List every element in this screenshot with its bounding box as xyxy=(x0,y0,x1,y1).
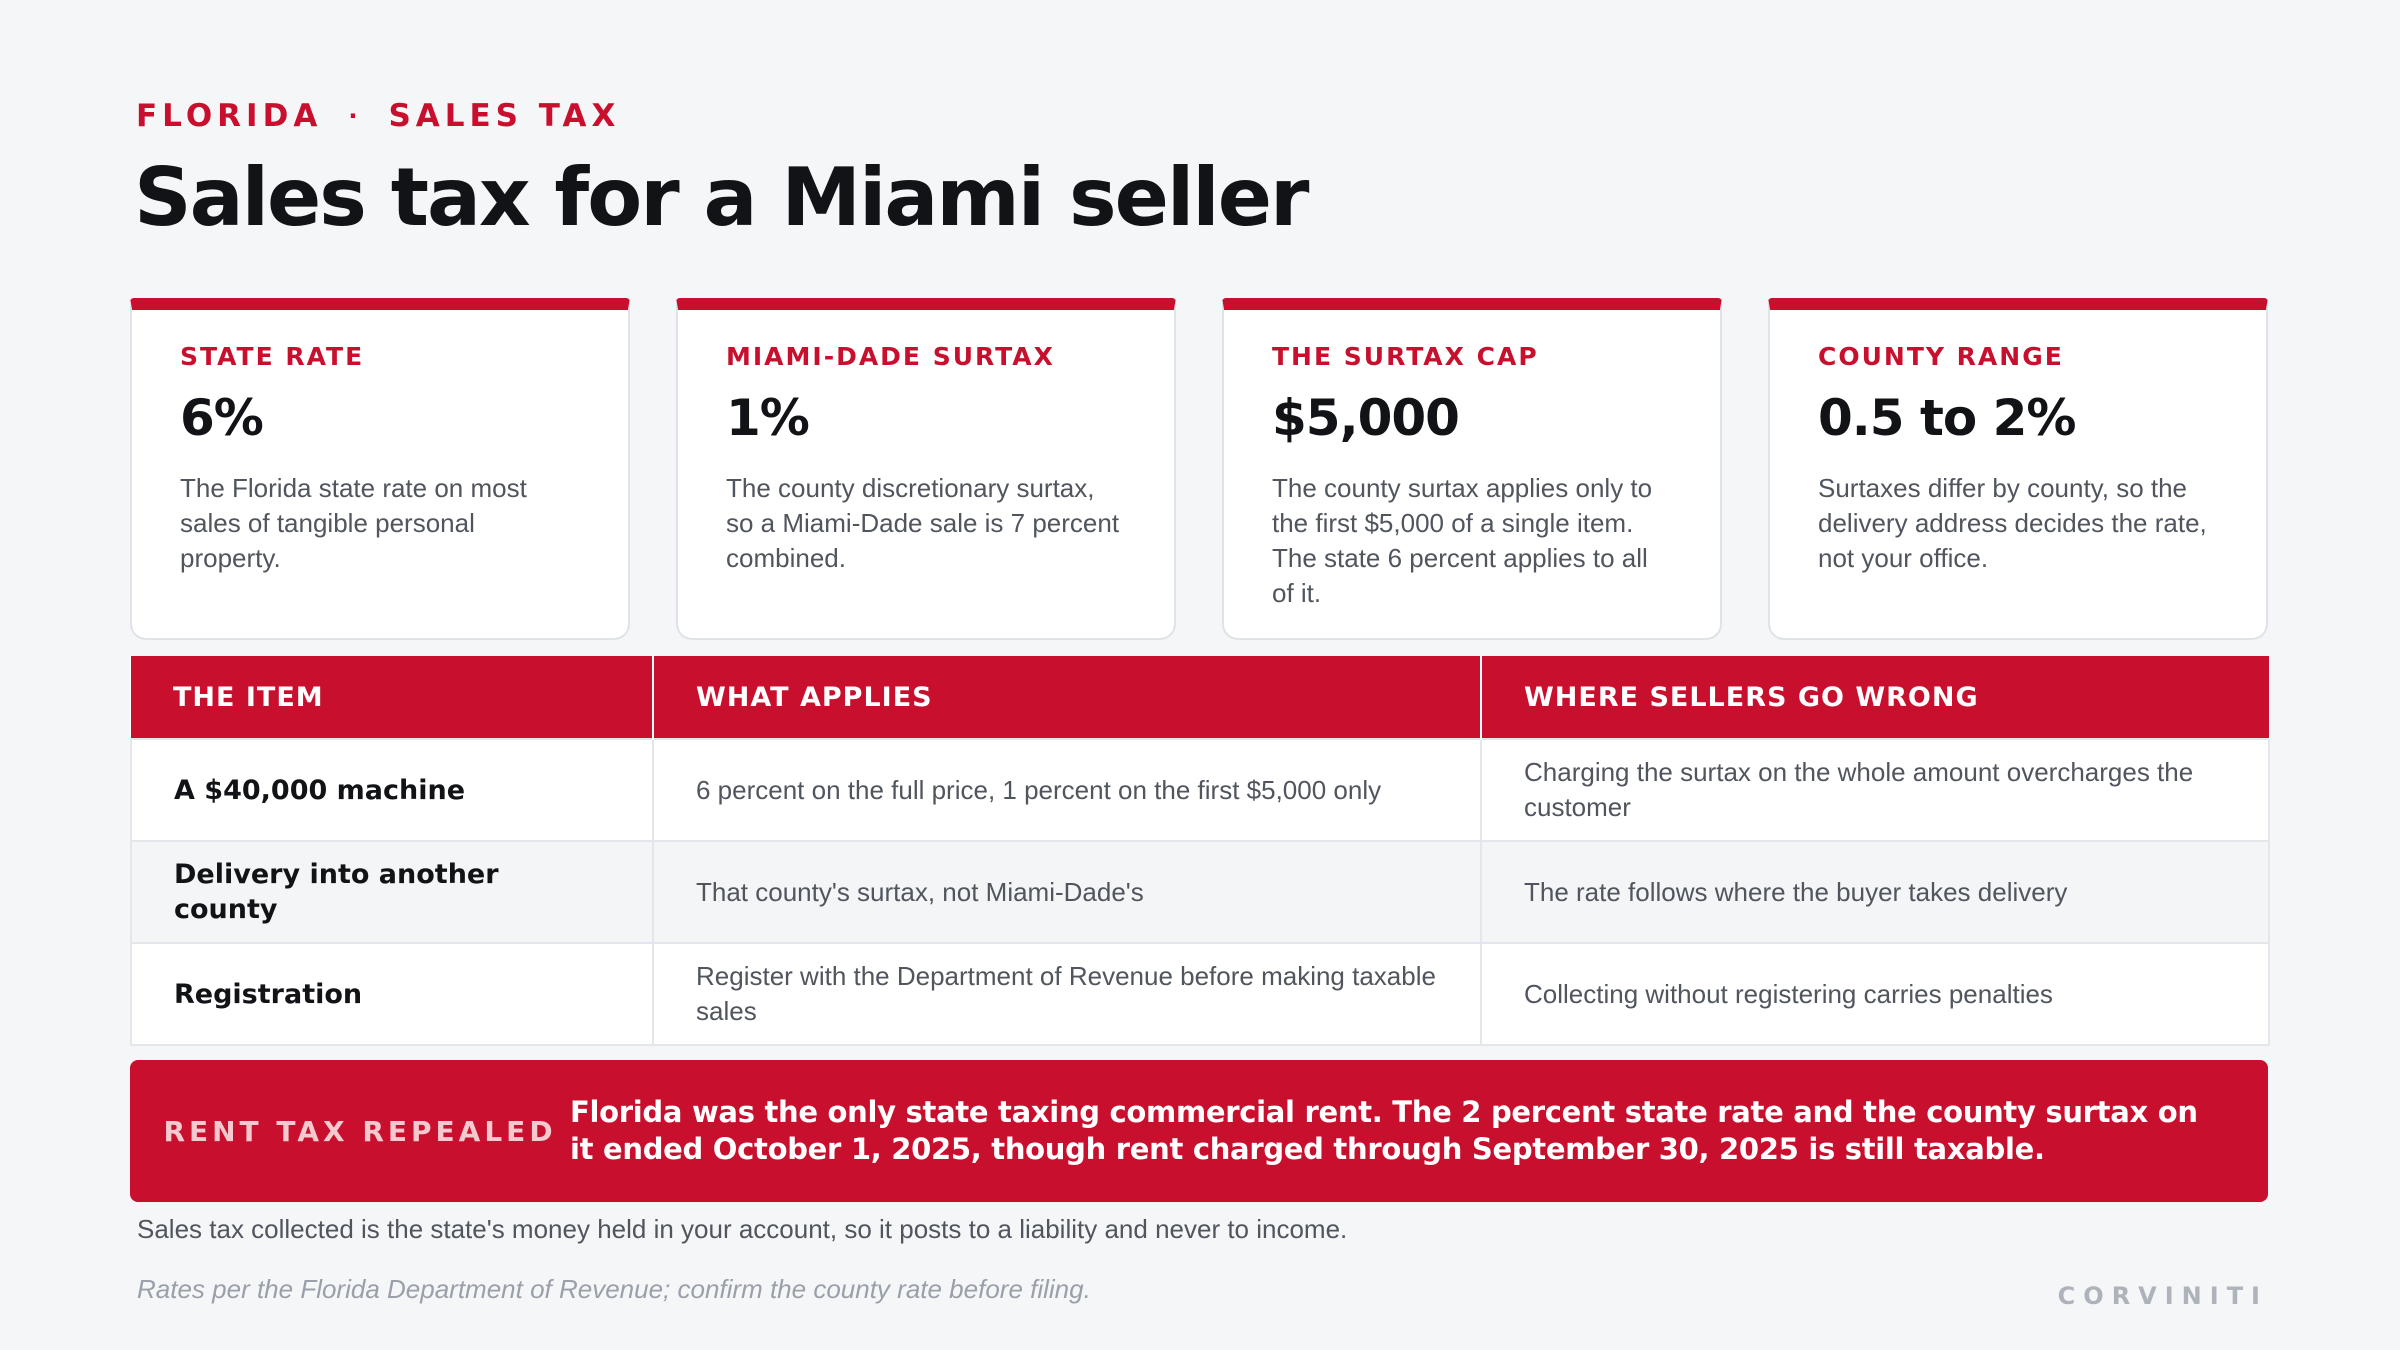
table-cell-where-wrong: The rate follows where the buyer takes d… xyxy=(1480,840,2270,944)
card-text: The county surtax applies only to the fi… xyxy=(1272,473,1653,608)
table-cell-where-wrong: Collecting without registering carries p… xyxy=(1480,942,2270,1046)
table-cell-what-applies: That county's surtax, not Miami-Dade's xyxy=(652,840,1482,944)
card-value: 0.5 to 2% xyxy=(1818,389,2077,447)
stat-card-surtax-cap: THE SURTAX CAP $5,000 The county surtax … xyxy=(1222,298,1722,640)
table-cell-item: A $40,000 machine xyxy=(130,738,654,842)
card-label: MIAMI-DADE SURTAX xyxy=(726,342,1055,371)
table-cell-what-applies: Register with the Department of Revenue … xyxy=(652,942,1482,1046)
eyebrow: FLORIDA · SALES TAX xyxy=(136,98,620,134)
stat-card-county-range: COUNTY RANGE 0.5 to 2% Surtaxes differ b… xyxy=(1768,298,2268,640)
eyebrow-state: FLORIDA xyxy=(136,98,323,134)
table-cell-item: Registration xyxy=(130,942,654,1046)
table-cell-where-wrong: Charging the surtax on the whole amount … xyxy=(1480,738,2270,842)
table-row: Registration Register with the Departmen… xyxy=(130,942,2270,1046)
tax-table: THE ITEM WHAT APPLIES WHERE SELLERS GO W… xyxy=(130,656,2270,1046)
card-value: 6% xyxy=(180,389,264,447)
column-header-what-applies: WHAT APPLIES xyxy=(653,656,1482,739)
table-row: Delivery into another county That county… xyxy=(130,840,2270,944)
eyebrow-separator: · xyxy=(348,102,363,130)
brand-wordmark: CORVINITI xyxy=(2057,1282,2268,1310)
liability-note: Sales tax collected is the state's money… xyxy=(137,1214,1348,1244)
card-label: THE SURTAX CAP xyxy=(1272,342,1539,371)
card-text: The county discretionary surtax, so a Mi… xyxy=(726,473,1120,573)
card-text: Surtaxes differ by county, so the delive… xyxy=(1818,473,2207,573)
table-cell-item: Delivery into another county xyxy=(130,840,654,944)
card-label: STATE RATE xyxy=(180,342,365,371)
banner-text: Florida was the only state taxing commer… xyxy=(570,1095,2198,1166)
stat-cards: STATE RATE 6% The Florida state rate on … xyxy=(130,298,2268,640)
source-footnote: Rates per the Florida Department of Reve… xyxy=(137,1274,1091,1304)
stat-card-miami-dade-surtax: MIAMI-DADE SURTAX 1% The county discreti… xyxy=(676,298,1176,640)
card-text: The Florida state rate on most sales of … xyxy=(180,473,527,573)
rent-tax-banner: RENT TAX REPEALED Florida was the only s… xyxy=(130,1060,2268,1202)
table-header-row: THE ITEM WHAT APPLIES WHERE SELLERS GO W… xyxy=(131,656,2269,739)
card-label: COUNTY RANGE xyxy=(1818,342,2064,371)
card-value: 1% xyxy=(726,389,810,447)
page-title: Sales tax for a Miami seller xyxy=(134,151,1309,244)
column-header-where-sellers-go-wrong: WHERE SELLERS GO WRONG xyxy=(1481,656,2269,739)
eyebrow-topic: SALES TAX xyxy=(388,98,621,134)
card-value: $5,000 xyxy=(1272,389,1460,447)
stat-card-state-rate: STATE RATE 6% The Florida state rate on … xyxy=(130,298,630,640)
column-header-item: THE ITEM xyxy=(131,656,654,739)
table-cell-what-applies: 6 percent on the full price, 1 percent o… xyxy=(652,738,1482,842)
table-row: A $40,000 machine 6 percent on the full … xyxy=(130,738,2270,842)
banner-label: RENT TAX REPEALED xyxy=(163,1114,557,1148)
